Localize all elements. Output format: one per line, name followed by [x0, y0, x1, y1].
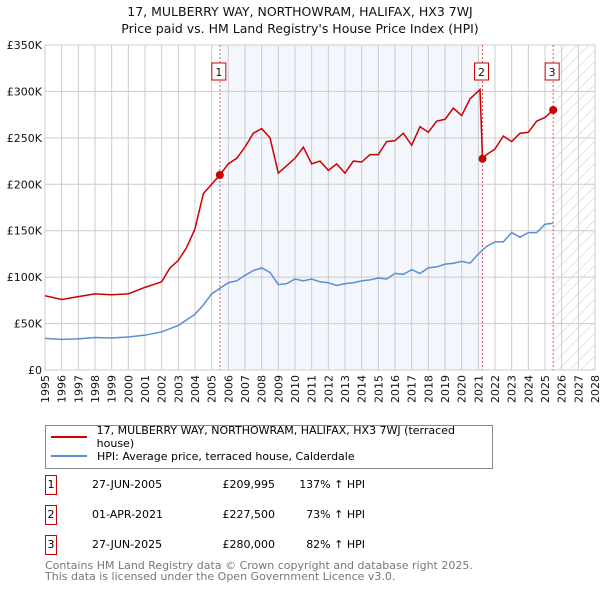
footer: Contains HM Land Registry data © Crown c…: [45, 560, 473, 582]
legend-swatch-property: [51, 436, 87, 438]
x-tick-label: 2005: [206, 375, 219, 403]
x-tick-label: 2006: [222, 375, 235, 403]
x-tick-label: 2023: [506, 375, 519, 403]
sale-price: £227,500: [222, 508, 276, 521]
y-tick-label: £350K: [7, 39, 43, 52]
x-tick-label: 2003: [172, 375, 185, 403]
sale-label-box: [474, 62, 489, 81]
series-line: [44, 87, 554, 301]
sale-label-box: [211, 62, 227, 81]
x-tick-label: 2007: [239, 375, 252, 403]
sale-badge: 2: [45, 505, 57, 525]
plot-border: [44, 44, 596, 371]
x-tick-label: 1999: [106, 375, 119, 403]
legend: 17, MULBERRY WAY, NORTHOWRAM, HALIFAX, H…: [45, 424, 493, 469]
x-tick-label: 2020: [456, 375, 469, 403]
sale-date: 01-APR-2021: [92, 508, 164, 521]
x-tick-label: 2014: [356, 375, 369, 403]
chart-subtitle: Price paid vs. HM Land Registry's House …: [121, 21, 479, 36]
x-tick-label: 2016: [389, 375, 402, 403]
sale-hpi: 73% ↑ HPI: [306, 508, 365, 521]
x-tick-label: 1995: [39, 375, 52, 403]
x-tick-label: 2022: [489, 375, 502, 403]
x-tick-label: 2008: [256, 375, 269, 403]
sale-date: 27-JUN-2025: [92, 538, 163, 551]
x-tick-label: 2017: [406, 375, 419, 403]
x-tick-label: 2026: [556, 375, 569, 403]
x-tick-label: 2018: [422, 375, 435, 403]
y-tick-label: £150K: [7, 225, 43, 238]
x-tick-label: 2013: [339, 375, 352, 403]
plot-area: 1995 1996 1997 1998 1999 2000 2001 2002 2003 2004…: [7, 39, 600, 403]
sale-point: [549, 106, 558, 114]
x-tick-label: 2019: [439, 375, 452, 403]
x-tick-label: 2021: [472, 375, 485, 403]
sale-hpi: 82% ↑ HPI: [306, 538, 365, 551]
y-tick-label: £100K: [7, 271, 43, 284]
x-tick-label: 2004: [189, 375, 202, 403]
x-tick-label: 1997: [72, 375, 85, 403]
sale-label-box: [544, 62, 560, 81]
x-tick-label: 2002: [156, 375, 169, 403]
sale-point: [478, 154, 487, 163]
x-tick-label: 2024: [522, 375, 535, 403]
y-tick-label: £50K: [14, 318, 43, 331]
x-tick-label: 2027: [572, 375, 585, 403]
x-tick-label: 2012: [322, 375, 335, 403]
y-tick-label: £200K: [7, 178, 43, 191]
sale-badge: 1: [45, 475, 57, 495]
x-tick-label: 1996: [56, 375, 69, 403]
x-tick-label: 2028: [589, 375, 600, 403]
x-tick-label: 2025: [539, 375, 552, 403]
legend-label-property: 17, MULBERRY WAY, NORTHOWRAM, HALIFAX, H…: [96, 424, 455, 450]
y-tick-label: £300K: [7, 85, 43, 98]
sale-label: 3: [549, 66, 556, 79]
sale-hpi: 137% ↑ HPI: [299, 478, 365, 491]
series-line: [44, 222, 554, 341]
forecast-hatch: [553, 45, 595, 370]
x-tick-label: 2001: [139, 375, 152, 403]
sale-price: £280,000: [222, 538, 276, 551]
sale-badge: 3: [45, 535, 57, 555]
sale-date: 27-JUN-2005: [92, 478, 163, 491]
footer-line-2: This data is licensed under the Open Gov…: [45, 570, 396, 583]
x-tick-label: 1998: [89, 375, 102, 403]
x-tick-label: 2011: [306, 375, 319, 403]
legend-swatch-hpi: [51, 455, 87, 457]
y-tick-label: £0: [28, 364, 42, 377]
footer-line-1: Contains HM Land Registry data © Crown c…: [45, 559, 473, 572]
sale-label: 1: [215, 66, 222, 79]
sale-point: [215, 171, 224, 180]
x-tick-label: 2015: [372, 375, 385, 403]
x-tick-label: 2009: [272, 375, 285, 403]
x-tick-label: 2000: [122, 375, 135, 403]
sale-price: £209,995: [222, 478, 276, 491]
sale-label: 2: [478, 66, 485, 79]
chart-title: 17, MULBERRY WAY, NORTHOWRAM, HALIFAX, H…: [127, 4, 473, 19]
x-tick-label: 2010: [289, 375, 302, 403]
legend-label-hpi: HPI: Average price, terraced house, Cald…: [97, 449, 355, 463]
y-tick-label: £250K: [7, 132, 43, 145]
shaded-ownership-period: [219, 45, 483, 370]
